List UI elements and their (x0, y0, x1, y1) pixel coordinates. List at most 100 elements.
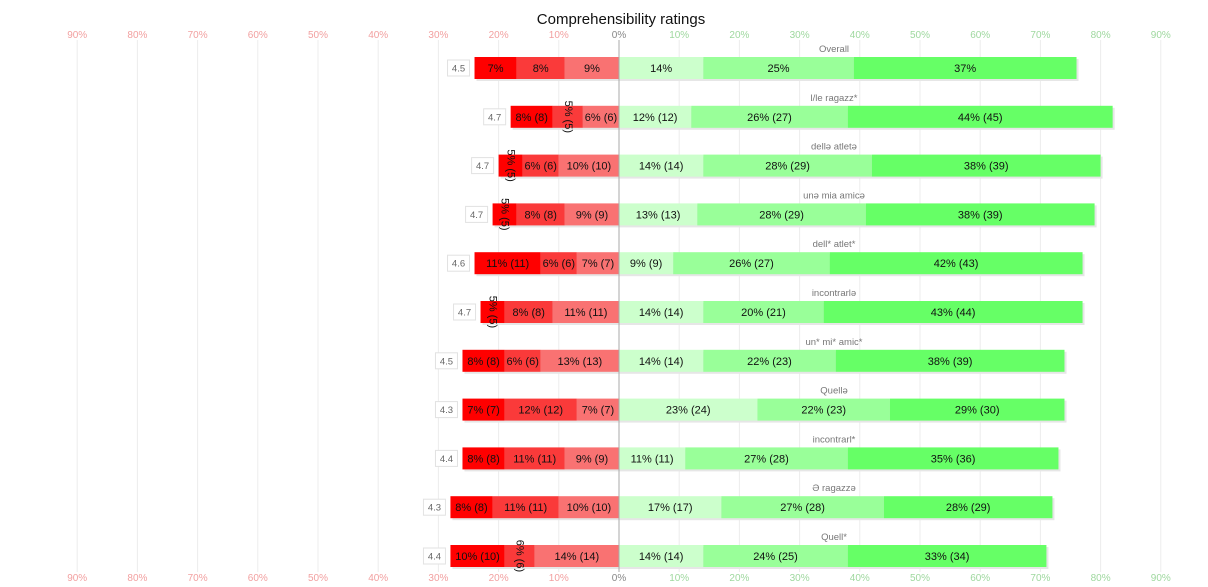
bar-segment-positive (619, 398, 758, 421)
segment-label: 37% (954, 63, 976, 75)
segment-label: 43% (44) (931, 307, 976, 319)
category-label: Quellə (820, 386, 847, 397)
tick-label: 0% (612, 30, 627, 41)
segment-label: 25% (768, 63, 790, 75)
segment-label: 6% (6) (585, 112, 617, 124)
bar-segment-positive (673, 252, 830, 275)
mean-value: 4.6 (452, 259, 465, 270)
bar-segment-negative (576, 252, 619, 275)
bar-segment-positive (853, 57, 1077, 79)
segment-label: 13% (13) (636, 209, 681, 221)
category-label: un* mi* amic* (805, 337, 862, 348)
chart-row: un* mi* amic* 8% (8) 6% (6) 13% (13) 14% (14… (434, 337, 1067, 374)
mean-box (434, 449, 458, 467)
segment-label: 38% (39) (928, 356, 973, 368)
segment-label: 8% (533, 63, 549, 75)
bar-segment-negative (516, 57, 565, 79)
segment-label: 17% (17) (648, 502, 693, 514)
tick-label: 20% (729, 573, 749, 584)
chart-row: Overall 7% 8% 9% 14% 25% 37% 4.5 (447, 44, 1079, 81)
bar-segment-negative (474, 57, 517, 79)
chart-title: Comprehensibility ratings (537, 11, 705, 28)
chart-row: Quellə 7% (7) 12% (12) 7% (7) 23% (24) 22% (2… (434, 386, 1067, 423)
mean-value: 4.7 (470, 210, 483, 221)
category-label: l/le ragazz* (811, 93, 858, 104)
bar-segment-positive (697, 203, 866, 226)
tick-label: 20% (729, 30, 749, 41)
mean-box (422, 547, 446, 565)
segment-label: 9% (9) (576, 453, 608, 465)
bar-segment-negative (462, 349, 505, 372)
bar-segment-positive (619, 349, 704, 372)
segment-label: 10% (10) (455, 551, 500, 563)
segment-label: 7% (7) (582, 405, 614, 417)
bar-segment-positive (757, 398, 890, 421)
bar-segment-negative (504, 398, 577, 421)
segment-label: 33% (34) (925, 551, 970, 563)
bar-segment-positive (883, 496, 1053, 519)
bar-segment-positive (721, 496, 884, 519)
tick-label: 40% (368, 30, 388, 41)
mean-value: 4.7 (476, 161, 489, 172)
bar-segment-positive (619, 301, 704, 323)
bar-segment-positive (823, 301, 1083, 323)
segment-label: 6% (6) (514, 540, 526, 572)
bar-segment-positive (619, 496, 722, 519)
category-label: dellə atletə (811, 142, 857, 153)
tick-label: 80% (1091, 573, 1111, 584)
segment-label: 9% (9) (630, 258, 662, 270)
mean-value: 4.3 (440, 405, 453, 416)
tick-label: 70% (188, 30, 208, 41)
segment-label: 20% (21) (741, 307, 786, 319)
tick-label: 60% (248, 573, 268, 584)
tick-label: 50% (308, 30, 328, 41)
tick-label: 60% (248, 30, 268, 41)
tick-label: 10% (669, 573, 689, 584)
segment-label: 11% (11) (513, 453, 556, 465)
mean-box (422, 498, 446, 516)
segment-label: 14% (14) (639, 551, 684, 563)
segment-label: 11% (11) (486, 258, 529, 270)
bar-segment-negative (540, 349, 619, 372)
tick-label: 20% (489, 30, 509, 41)
tick-label: 90% (67, 30, 87, 41)
tick-label: 10% (549, 573, 569, 584)
tick-label: 50% (910, 30, 930, 41)
tick-label: 30% (790, 30, 810, 41)
segment-label: 8% (8) (467, 356, 499, 368)
segment-label: 7% (488, 63, 504, 75)
top-tick-labels: 90% 80% 70% 60% 50% 40% 30% 20% 10% 0% 10% 20% 30% 40… (67, 30, 1171, 41)
bar-segment-negative (564, 57, 619, 79)
bar-segment-negative (516, 203, 565, 226)
mean-box (434, 352, 458, 370)
category-label: unə mia amicə (803, 190, 865, 201)
bar-segment-negative (450, 496, 493, 519)
tick-label: 90% (1151, 30, 1171, 41)
category-label: dell* atlet* (813, 239, 856, 250)
bar-segment-positive (691, 105, 848, 128)
tick-label: 90% (1151, 573, 1171, 584)
segment-label: 9% (584, 63, 600, 75)
chart-row: l/le ragazz* 8% (8) 5% (5) 6% (6) 12% (12) 26… (483, 93, 1115, 133)
tick-label: 60% (970, 573, 990, 584)
bar-segment-positive (619, 154, 704, 177)
tick-label: 90% (67, 573, 87, 584)
segment-label: 14% (14) (639, 356, 684, 368)
category-label: incontrarl* (813, 434, 856, 445)
bar-segment-negative (504, 301, 553, 323)
segment-label: 6% (6) (506, 356, 538, 368)
mean-value: 4.4 (440, 454, 453, 465)
segment-label: 28% (29) (946, 502, 991, 514)
segment-label: 8% (8) (516, 112, 548, 124)
bar-segment-positive (619, 447, 686, 470)
tick-label: 80% (127, 573, 147, 584)
category-label: Quell* (821, 532, 847, 543)
segment-label: 5% (5) (499, 198, 511, 230)
tick-label: 40% (850, 573, 870, 584)
bar-segment-negative (510, 105, 553, 128)
tick-label: 80% (127, 30, 147, 41)
bar-segment-negative (582, 105, 619, 128)
bar-segment-positive (703, 349, 836, 372)
segment-label: 14% (14) (639, 307, 684, 319)
